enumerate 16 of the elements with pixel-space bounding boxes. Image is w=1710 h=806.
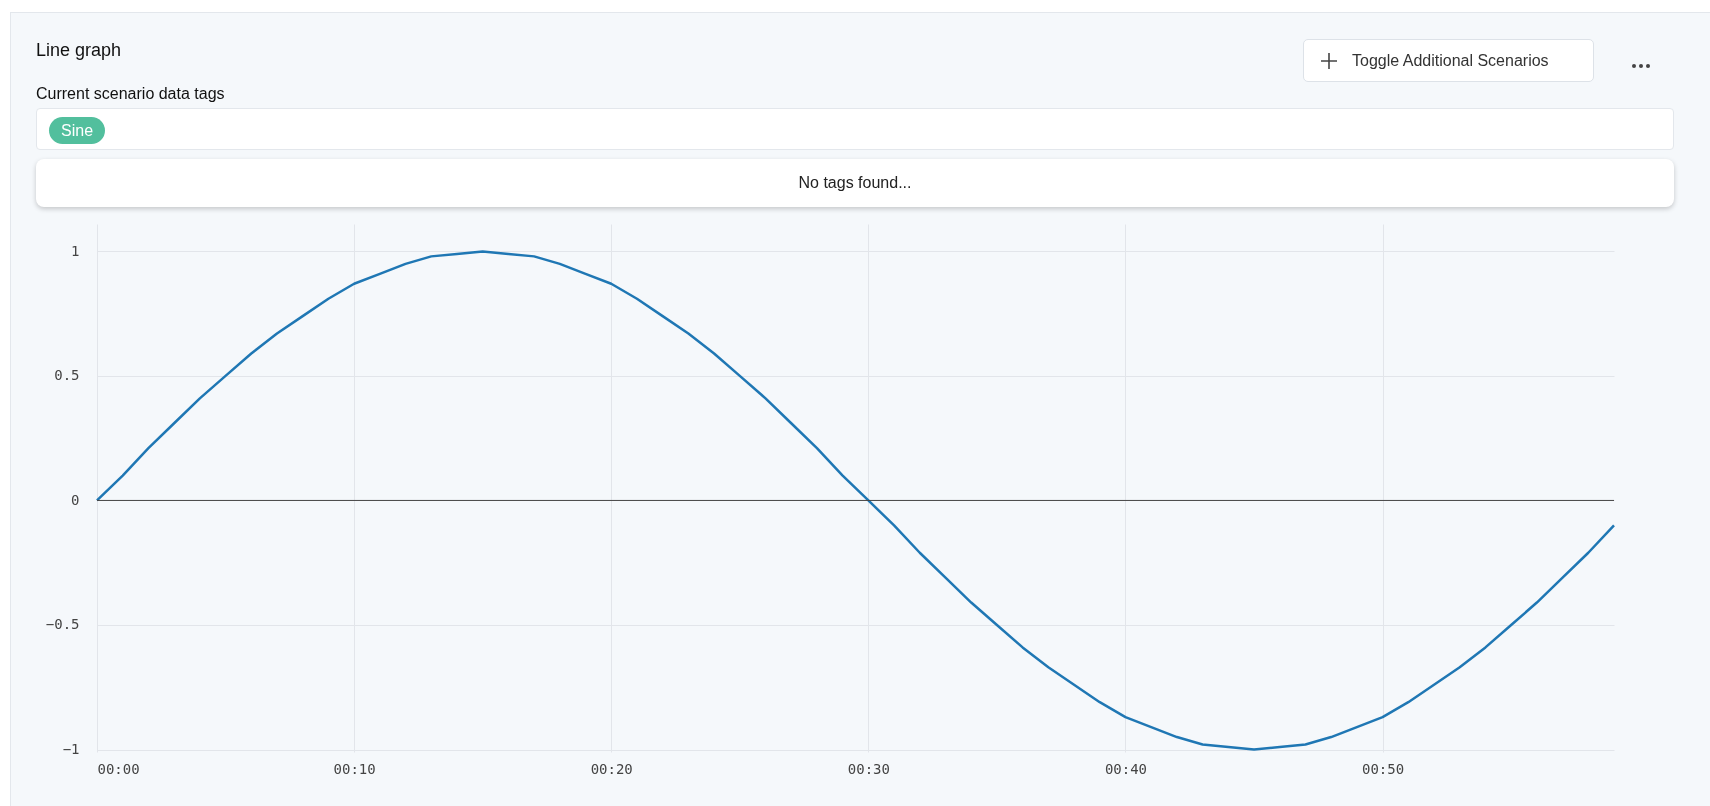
x-tick-label: 00:30 bbox=[847, 760, 890, 777]
x-tick-label: 00:20 bbox=[590, 760, 633, 777]
chart-title: Line graph bbox=[36, 40, 122, 61]
y-tick-label: −1 bbox=[62, 741, 80, 758]
text: Toggle Additional Scenarios bbox=[1352, 51, 1549, 71]
y-tick-label: 1 bbox=[71, 242, 80, 259]
y-tick-label: −0.5 bbox=[45, 616, 80, 633]
text: Sine bbox=[49, 117, 106, 144]
x-tick-label: 00:10 bbox=[333, 760, 376, 777]
text: No tags found... bbox=[36, 159, 1674, 207]
y-tick-label: 0.5 bbox=[54, 367, 80, 384]
x-tick-label: 00:40 bbox=[1104, 760, 1148, 777]
chart-subtitle: Current scenario data tags bbox=[36, 85, 225, 103]
x-tick-label: 00:00 bbox=[97, 760, 140, 777]
x-tick-label: 00:50 bbox=[1362, 760, 1405, 777]
y-tick-label: 0 bbox=[71, 491, 80, 508]
